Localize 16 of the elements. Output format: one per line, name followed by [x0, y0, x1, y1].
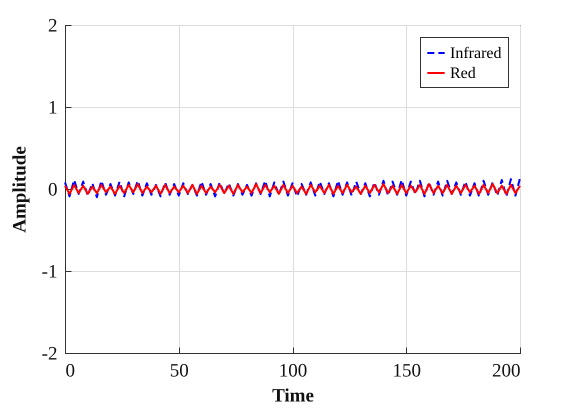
y-tick-label: -1	[42, 262, 58, 282]
legend-label: Infrared	[450, 45, 502, 62]
line-series	[64, 177, 521, 198]
line-series	[64, 183, 521, 195]
x-tick-label: 100	[278, 360, 308, 382]
x-tick-label: 50	[170, 360, 189, 382]
x-tick-label: 0	[66, 360, 75, 382]
legend-label: Red	[450, 65, 476, 82]
y-tick-label: 1	[48, 98, 58, 118]
x-axis-title: Time	[272, 386, 314, 406]
y-tick-label: 2	[48, 16, 58, 36]
x-tick-label: 200	[492, 360, 520, 382]
y-axis-title: Amplitude	[10, 146, 31, 233]
x-tick-label: 150	[392, 360, 421, 382]
y-tick-label: -2	[42, 344, 58, 364]
y-tick-label: 0	[48, 180, 58, 200]
